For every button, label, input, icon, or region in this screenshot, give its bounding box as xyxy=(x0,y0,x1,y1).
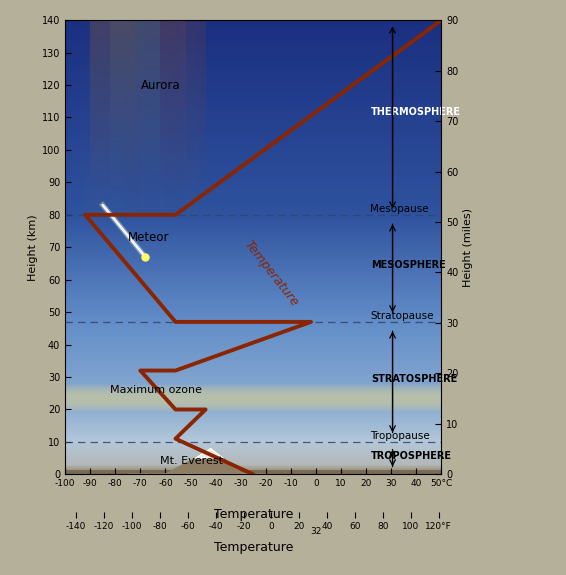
Text: Mt. Everest: Mt. Everest xyxy=(160,457,224,466)
Text: Tropopause: Tropopause xyxy=(370,431,430,441)
Text: Stratopause: Stratopause xyxy=(370,311,434,321)
Text: Meteor: Meteor xyxy=(128,231,169,244)
Text: Temperature: Temperature xyxy=(213,540,293,554)
Text: Mesopause: Mesopause xyxy=(370,204,428,214)
Text: Temperature: Temperature xyxy=(241,237,301,309)
Y-axis label: Height (km): Height (km) xyxy=(28,214,37,281)
Polygon shape xyxy=(128,448,266,474)
Text: MESOSPHERE: MESOSPHERE xyxy=(371,260,446,270)
Text: Aurora: Aurora xyxy=(140,79,180,91)
Text: 32: 32 xyxy=(310,527,321,536)
X-axis label: Temperature: Temperature xyxy=(213,508,293,521)
Polygon shape xyxy=(196,448,223,458)
Text: Maximum ozone: Maximum ozone xyxy=(110,385,202,395)
Polygon shape xyxy=(128,448,266,474)
Text: THERMOSPHERE: THERMOSPHERE xyxy=(371,108,461,117)
Text: TROPOSPHERE: TROPOSPHERE xyxy=(371,451,452,461)
Y-axis label: Height (miles): Height (miles) xyxy=(463,208,473,287)
Text: STRATOSPHERE: STRATOSPHERE xyxy=(371,374,457,384)
